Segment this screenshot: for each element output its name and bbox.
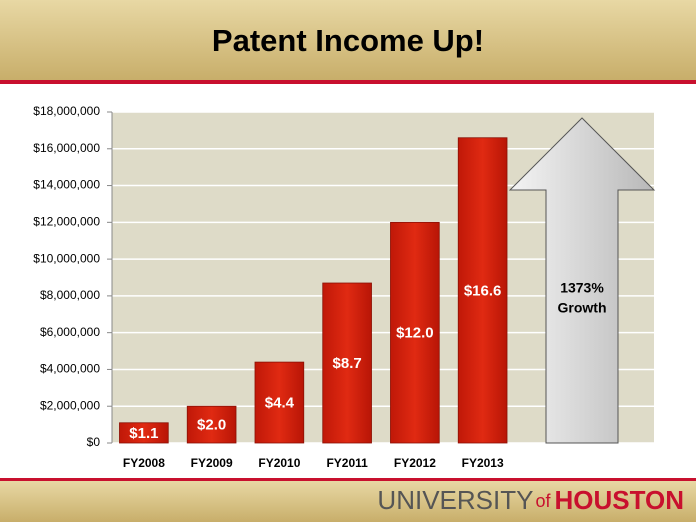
y-tick-label: $2,000,000 [40, 398, 100, 412]
bar [390, 221, 440, 444]
logo-word: of [535, 491, 551, 511]
x-tick-label: FY2010 [258, 456, 300, 470]
x-tick-label: FY2011 [326, 456, 368, 470]
value-label: $4.4 [265, 395, 295, 412]
growth-arrow [508, 117, 656, 444]
y-tick-label: $10,000,000 [33, 251, 100, 265]
logo-word: UNIVERSITY [377, 485, 533, 515]
bar [254, 361, 305, 444]
y-tick-label: $16,000,000 [33, 141, 100, 155]
value-label: $2.0 [197, 417, 226, 434]
x-tick-label: FY2008 [123, 456, 165, 470]
x-tick-label: FY2012 [394, 456, 436, 470]
y-tick-label: $14,000,000 [33, 178, 100, 192]
y-tick-label: $8,000,000 [40, 288, 100, 302]
logo: UNIVERSITY of HOUSTON [377, 485, 684, 515]
annotation: 1373% [560, 280, 604, 296]
bar [322, 282, 372, 444]
value-label: $12.0 [396, 325, 434, 342]
x-tick-label: FY2009 [191, 456, 233, 470]
title-banner [0, 0, 696, 80]
bar [457, 137, 508, 444]
x-tick-label: FY2013 [462, 456, 504, 470]
bar [186, 405, 237, 444]
value-label: $8.7 [333, 355, 362, 372]
title-rule [0, 80, 696, 84]
logo-word: HOUSTON [554, 485, 684, 515]
annotation: Growth [558, 300, 607, 316]
bar [119, 422, 169, 444]
y-tick-label: $4,000,000 [40, 362, 100, 376]
y-tick-label: $18,000,000 [33, 104, 100, 118]
y-tick-label: $0 [87, 435, 101, 449]
value-label: $16.6 [464, 282, 502, 299]
footer-banner [0, 481, 696, 522]
y-tick-label: $6,000,000 [40, 325, 100, 339]
chart-title: Patent Income Up! [212, 23, 484, 58]
footer-rule [0, 478, 696, 481]
value-label: $1.1 [129, 425, 158, 442]
y-tick-label: $12,000,000 [33, 215, 100, 229]
